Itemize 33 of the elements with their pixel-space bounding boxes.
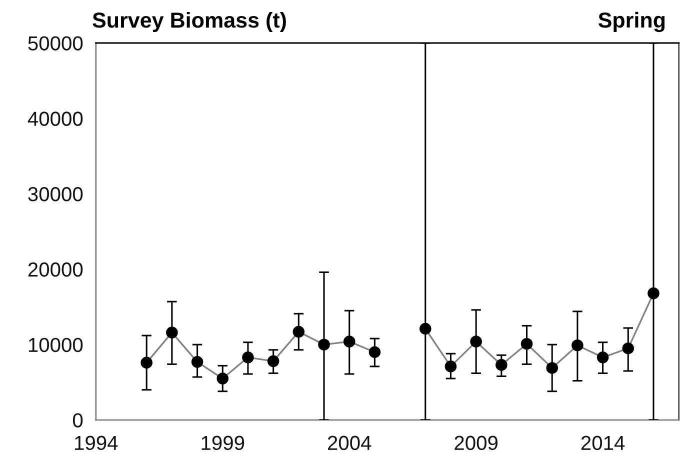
y-tick-label: 0	[72, 413, 83, 428]
y-tick-label: 30000	[28, 187, 83, 202]
y-tick-label: 10000	[28, 338, 83, 352]
point	[216, 372, 229, 384]
x-tick-label: 1999	[202, 436, 244, 450]
point	[572, 339, 584, 352]
y-tick-label: 40000	[28, 112, 83, 126]
point	[242, 352, 254, 364]
y-tick-label: 50000	[28, 36, 83, 50]
point	[596, 352, 609, 364]
point	[496, 359, 508, 371]
point	[368, 346, 381, 358]
point	[292, 326, 305, 338]
x-tick-label: 2004	[328, 436, 372, 450]
point	[191, 356, 204, 368]
point	[419, 322, 432, 335]
point	[166, 326, 178, 338]
x-tick-label: 1994	[75, 436, 118, 450]
point	[622, 342, 634, 354]
point	[343, 336, 356, 348]
point	[546, 362, 558, 374]
chart-subtitle: Spring	[598, 12, 665, 32]
point	[444, 360, 457, 372]
point	[648, 287, 660, 300]
point	[318, 338, 330, 350]
point	[520, 338, 533, 350]
point	[140, 356, 152, 369]
x-tick-label: 2014	[581, 436, 625, 450]
x-tick-label: 2009	[454, 436, 498, 450]
point	[267, 355, 280, 368]
chart-title: Survey Biomass (t)	[92, 12, 286, 32]
y-tick-label: 20000	[28, 262, 83, 277]
point	[470, 336, 482, 348]
